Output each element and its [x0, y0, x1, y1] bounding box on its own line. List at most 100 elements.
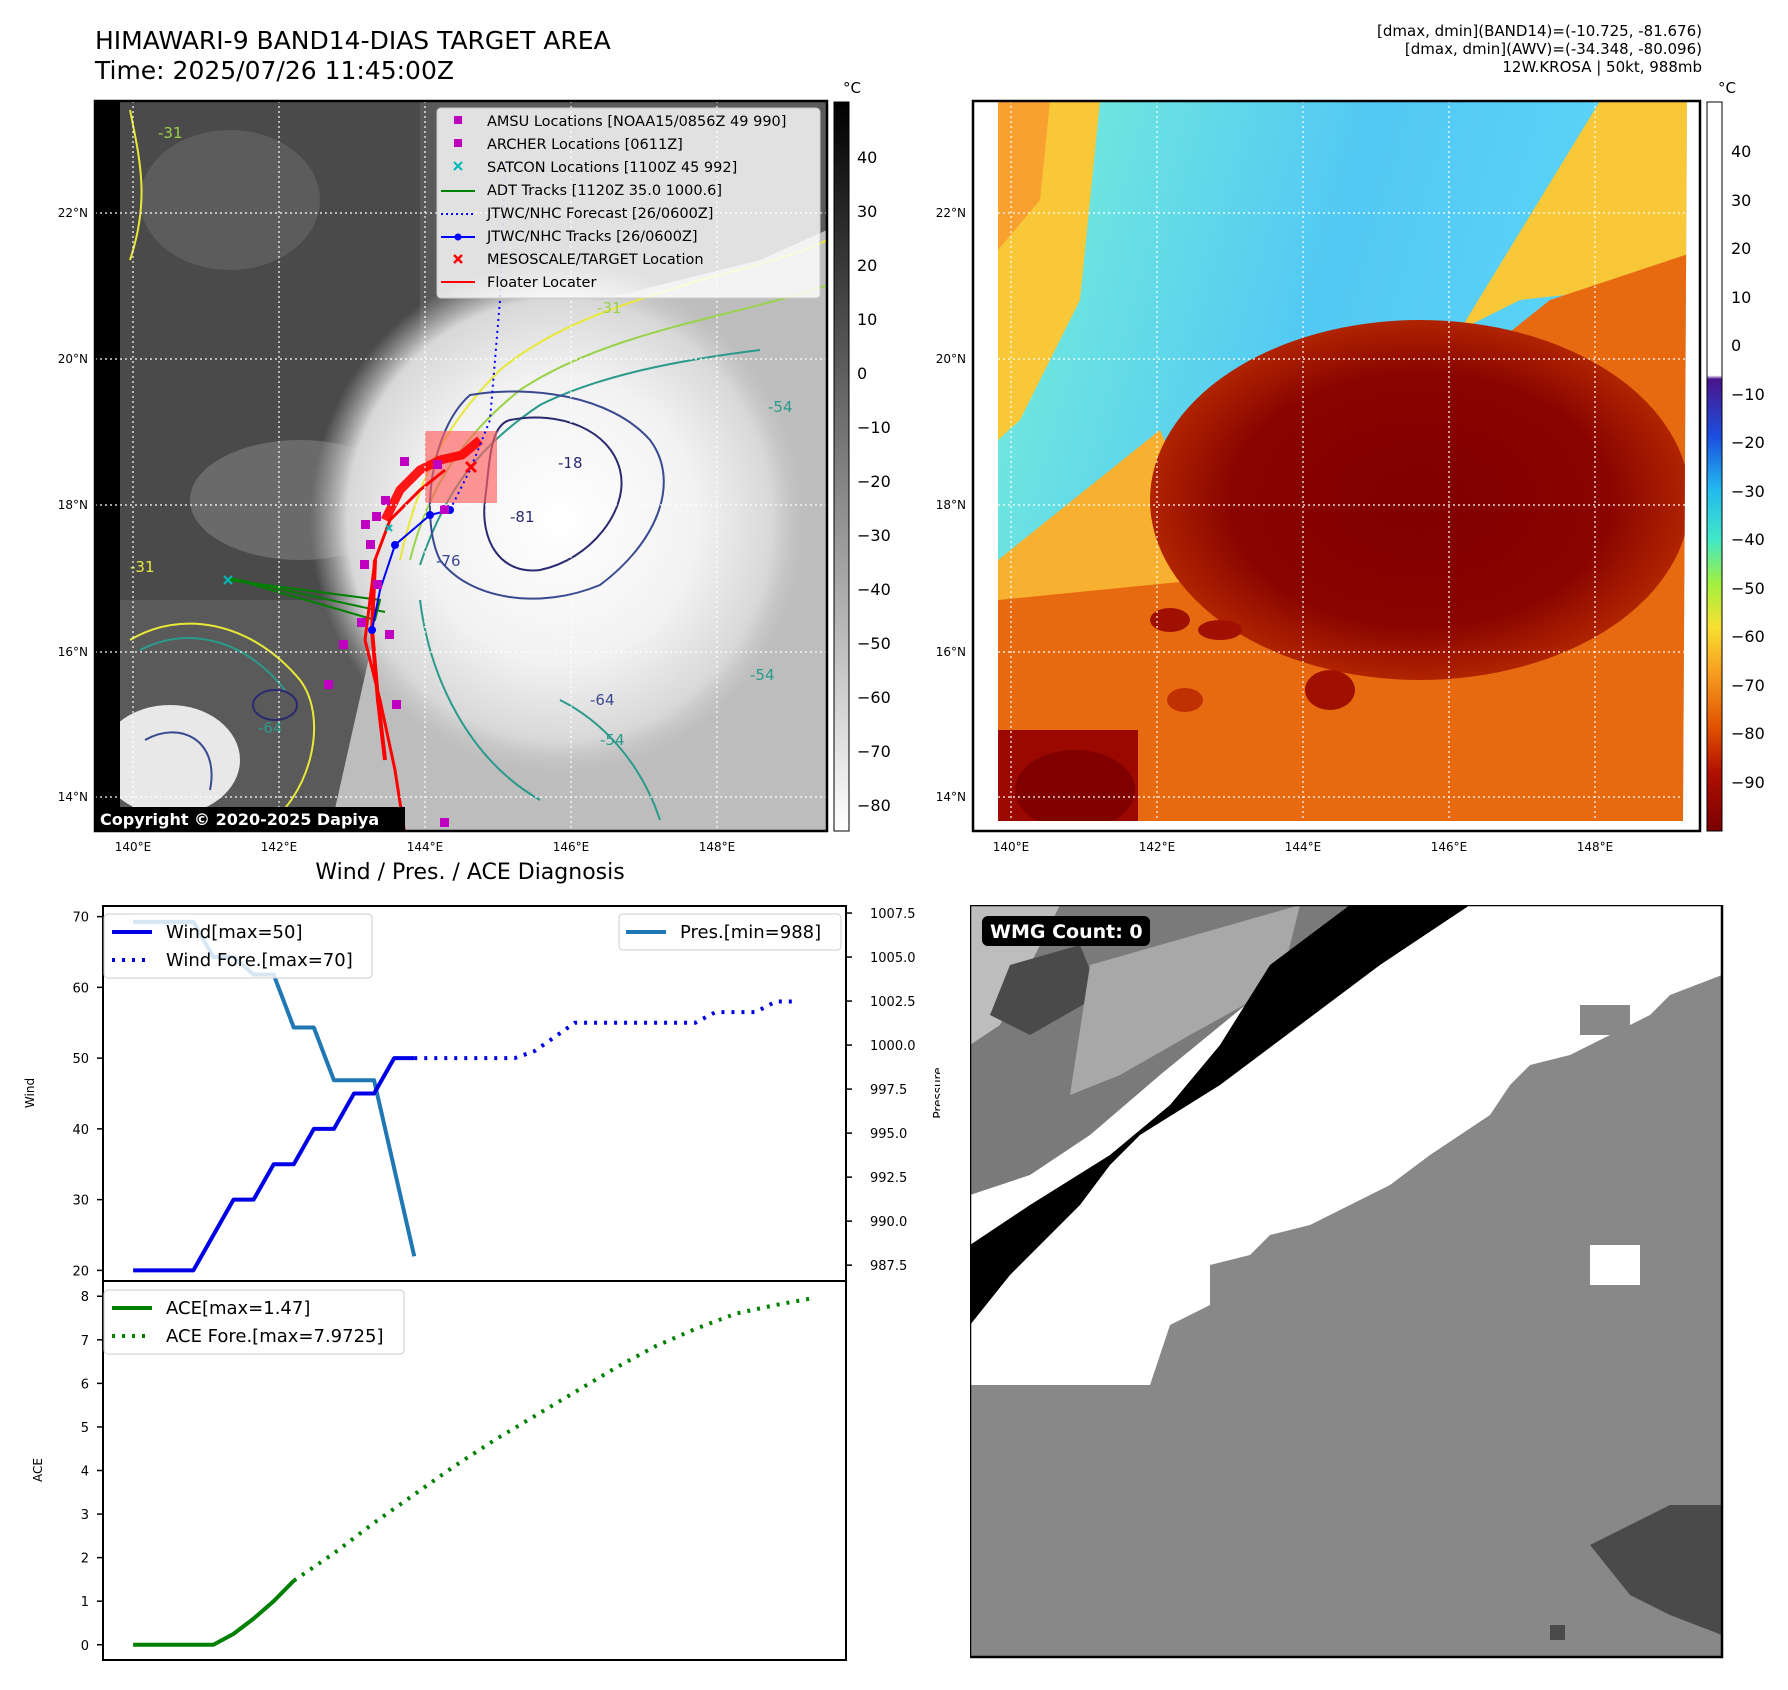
colorbar-tick: −30 — [1731, 482, 1765, 501]
legend-label: AMSU Locations [NOAA15/0856Z 49 990] — [487, 114, 786, 130]
contour-labels: -31 -31 -54 -76 -81 -54 -64 -64 -54 -31 … — [130, 124, 793, 749]
wmg-imagery — [970, 905, 1722, 1657]
contour-label: -76 — [436, 552, 461, 570]
colorbar-tick: −70 — [1731, 676, 1765, 695]
colorbar-tick: 0 — [1731, 336, 1741, 355]
pressure-axis-tick-label: 1005.0 — [870, 951, 916, 966]
ace-axis-tick-label: 5 — [81, 1421, 89, 1436]
wind-axis-label: Wind — [23, 1078, 37, 1108]
legend-marker-target — [453, 254, 463, 264]
colorbar-tick: −60 — [857, 688, 891, 707]
legend-ace: ACE[max=1.47] — [166, 1298, 310, 1319]
title-line-2: Time: 2025/07/26 11:45:00Z — [95, 56, 454, 85]
awv-colorbar: °C 40 30 20 10 0 −10 −20 −30 −40 −50 −60… — [1706, 79, 1765, 832]
contour-label: -64 — [258, 719, 283, 737]
lon-label: 146°E — [553, 840, 590, 854]
legend-marker-amsu — [454, 116, 462, 124]
wind-axis-tick-label: 20 — [72, 1264, 89, 1279]
wind-axis-tick-label: 70 — [72, 911, 89, 926]
ir-colorbar: °C 40 30 20 10 0 −10 −20 −30 −40 −50 −60… — [833, 79, 891, 832]
ace-axis-tick-label: 1 — [81, 1595, 89, 1610]
lon-axis: 140°E 142°E 144°E 146°E 148°E — [115, 840, 736, 854]
lon-label: 148°E — [699, 840, 736, 854]
contour-label: -31 — [158, 124, 183, 142]
wind-axis-tick-label: 30 — [72, 1194, 89, 1209]
lat-label: 14°N — [58, 790, 88, 804]
colorbar-tick: 20 — [857, 256, 877, 275]
colorbar-tick: 40 — [857, 148, 877, 167]
wmg-count-label: WMG Count: 0 — [990, 921, 1143, 943]
ace-axis-tick-label: 6 — [81, 1377, 89, 1392]
lat-label: 22°N — [936, 206, 966, 220]
colorbar-unit: °C — [1718, 79, 1736, 97]
colorbar-tick: −90 — [1731, 773, 1765, 792]
ace-axis-tick-label: 7 — [81, 1334, 89, 1349]
legend-label: JTWC/NHC Tracks [26/0600Z] — [486, 229, 698, 245]
lat-label: 16°N — [58, 645, 88, 659]
legend-wind-forecast: Wind Fore.[max=70] — [166, 950, 353, 971]
wind-legend: Wind[max=50] Wind Fore.[max=70] — [103, 913, 373, 979]
contour-label: -54 — [600, 731, 625, 749]
colorbar-tick: −20 — [1731, 433, 1765, 452]
lon-label: 144°E — [1285, 840, 1322, 854]
colorbar-tick: −20 — [857, 472, 891, 491]
stats-band14: [dmax, dmin](BAND14)=(-10.725, -81.676) — [1377, 22, 1702, 40]
ir-map-frame — [93, 99, 829, 833]
lat-lon-grid-right — [973, 101, 1700, 831]
contour-label: -31 — [130, 558, 155, 576]
ace-series-line — [133, 1579, 296, 1647]
colorbar-tick: −80 — [1731, 724, 1765, 743]
lat-axis: 22°N 20°N 18°N 16°N 14°N — [58, 206, 88, 804]
pressure-axis-tick-label: 995.0 — [870, 1127, 907, 1142]
pressure-axis-tick-label: 997.5 — [870, 1083, 907, 1098]
colorbar-tick: 30 — [1731, 191, 1751, 210]
colorbar-tick: 0 — [857, 364, 867, 383]
pressure-axis-tick-label: 990.0 — [870, 1215, 907, 1230]
wmg-count-box — [982, 916, 1150, 946]
colorbar-tick: −50 — [1731, 579, 1765, 598]
colorbar-tick: 10 — [1731, 288, 1751, 307]
lon-label: 140°E — [115, 840, 152, 854]
lat-label: 18°N — [936, 498, 966, 512]
lon-label: 142°E — [1139, 840, 1176, 854]
legend-label: ADT Tracks [1120Z 35.0 1000.6] — [487, 183, 722, 199]
contour-label: -54 — [750, 666, 775, 684]
wind-axis-tick-label: 40 — [72, 1123, 89, 1138]
ace-axis-label: ACE — [31, 1458, 45, 1482]
ace-axis-tick-label: 0 — [81, 1639, 89, 1654]
pressure-axis-tick-label: 987.5 — [870, 1259, 907, 1274]
stats-awv: [dmax, dmin](AWV)=(-34.348, -80.096) — [1404, 40, 1702, 58]
wmg-panel: WMG Count: 0 — [970, 905, 1724, 1659]
stats-storm: 12W.KROSA | 50kt, 988mb — [1502, 58, 1702, 76]
pressure-axis-tick-label: 992.5 — [870, 1171, 907, 1186]
colorbar-tick: −60 — [1731, 627, 1765, 646]
colorbar-unit: °C — [843, 79, 861, 97]
colorbar-tick: −50 — [857, 634, 891, 653]
legend-wind: Wind[max=50] — [166, 922, 303, 943]
lat-label: 20°N — [58, 352, 88, 366]
diagnosis-title: Wind / Pres. / ACE Diagnosis — [315, 860, 625, 885]
storm-tracks — [223, 159, 506, 831]
copyright-box — [95, 807, 405, 831]
colorbar-tick: −10 — [857, 418, 891, 437]
lon-label: 146°E — [1431, 840, 1468, 854]
contour-label: -81 — [510, 508, 535, 526]
colorbar-tick: 20 — [1731, 239, 1751, 258]
pressure-axis-label: Pressure — [931, 1067, 940, 1118]
contour-label: -54 — [768, 398, 793, 416]
legend-marker-archer — [454, 139, 462, 147]
lat-label: 14°N — [936, 790, 966, 804]
lat-label: 16°N — [936, 645, 966, 659]
wind-series-line — [133, 1056, 415, 1273]
ace-legend: ACE[max=1.47] ACE Fore.[max=7.9725] — [103, 1289, 405, 1355]
figure-title: HIMAWARI-9 BAND14-DIAS TARGET AREA Time:… — [95, 26, 611, 86]
lon-label: 142°E — [261, 840, 298, 854]
awv-map-panel: 22°N 20°N 18°N 16°N 14°N 140°E 142°E 144… — [936, 79, 1765, 854]
wind-forecast-series-line — [414, 999, 796, 1061]
wind-axis-tick-label: 60 — [72, 981, 89, 996]
awv-map-frame — [971, 99, 1702, 833]
title-line-1: HIMAWARI-9 BAND14-DIAS TARGET AREA — [95, 26, 611, 55]
lon-label: 144°E — [407, 840, 444, 854]
contour-label: -64 — [590, 691, 615, 709]
wind-axis-tick-label: 50 — [72, 1052, 89, 1067]
